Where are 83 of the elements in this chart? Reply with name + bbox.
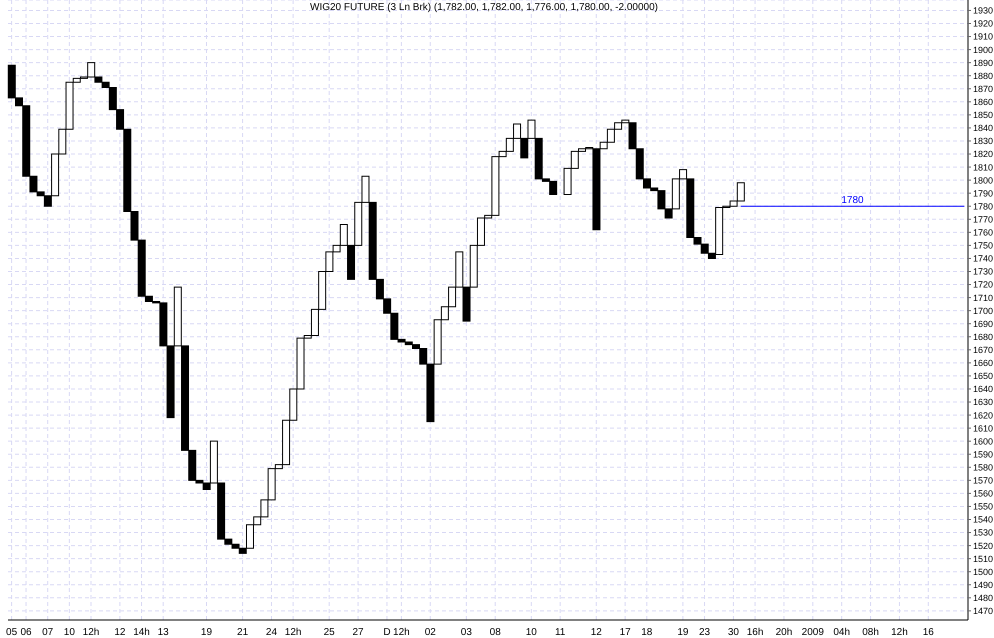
x-tick-label: 12h xyxy=(891,627,908,638)
x-tick-label: 02 xyxy=(424,627,436,638)
y-tick-label: 1830 xyxy=(973,136,994,146)
y-tick-label: 1790 xyxy=(973,188,994,198)
y-tick-label: 1600 xyxy=(973,436,994,446)
y-tick-label: 1670 xyxy=(973,345,994,356)
y-tick-label: 1590 xyxy=(973,449,994,460)
x-tick-label: 25 xyxy=(324,627,336,638)
y-tick-label: 1510 xyxy=(973,554,994,564)
x-tick-label: 23 xyxy=(698,627,711,638)
x-tick-label: 12h xyxy=(82,627,100,638)
y-tick-label: 1910 xyxy=(973,32,994,42)
y-tick-label: 1880 xyxy=(973,70,994,81)
y-tick-label: 1610 xyxy=(973,423,994,434)
x-tick-label: 16 xyxy=(922,627,934,638)
y-tick-label: 1620 xyxy=(973,410,994,420)
x-tick-label: 04h xyxy=(833,627,850,638)
x-tick-label: 19 xyxy=(200,627,212,638)
x-tick-label: 06 xyxy=(20,627,32,638)
y-tick-label: 1650 xyxy=(973,371,994,382)
x-tick-label: 12 xyxy=(114,627,126,638)
y-tick-label: 1480 xyxy=(973,593,994,604)
y-tick-label: 1810 xyxy=(973,162,994,172)
x-tick-label: 16h xyxy=(746,627,764,638)
y-tick-label: 1760 xyxy=(973,228,994,238)
x-tick-label: 12 xyxy=(590,627,602,638)
x-tick-label: 12h xyxy=(393,627,410,638)
x-tick-label: 13 xyxy=(158,627,170,638)
y-tick-label: 1520 xyxy=(973,540,994,551)
y-tick-label: 1900 xyxy=(973,44,994,55)
y-tick-label: 1710 xyxy=(973,292,994,303)
x-tick-label: 2009 xyxy=(802,627,824,638)
x-tick-label: 07 xyxy=(42,627,54,638)
x-tick-label: 27 xyxy=(352,627,364,638)
y-tick-label: 1930 xyxy=(973,6,994,16)
y-tick-label: 1920 xyxy=(973,18,994,29)
y-tick-label: 1490 xyxy=(973,580,994,590)
chart-title: WIG20 FUTURE (3 Ln Brk) (1,782.00, 1,782.00, 1,776.00, 1,780.00, -2.00000) xyxy=(309,2,659,14)
x-tick-label: 17 xyxy=(620,627,632,638)
y-tick-label: 1850 xyxy=(973,110,994,120)
x-tick-label: 03 xyxy=(460,627,472,638)
ref-line-label: 1780 xyxy=(841,195,864,206)
y-tick-label: 1840 xyxy=(973,123,994,134)
y-tick-label: 1580 xyxy=(973,462,994,472)
y-tick-label: 1770 xyxy=(973,214,994,224)
y-tick-label: 1860 xyxy=(973,97,994,108)
y-tick-label: 1750 xyxy=(973,240,994,251)
y-tick-label: 1870 xyxy=(973,84,994,94)
y-tick-label: 1680 xyxy=(973,332,994,342)
x-tick-label: 12h xyxy=(284,627,302,638)
x-tick-label: 10 xyxy=(526,627,538,638)
y-tick-label: 1720 xyxy=(973,280,994,290)
x-tick-label: 11 xyxy=(554,627,566,638)
x-tick-label: 14h xyxy=(133,627,150,638)
y-tick-label: 1630 xyxy=(973,397,994,408)
x-tick-label: 21 xyxy=(237,627,249,638)
y-tick-label: 1800 xyxy=(973,175,994,186)
y-tick-label: 1530 xyxy=(973,528,994,538)
y-tick-label: 1470 xyxy=(973,606,994,616)
y-tick-label: 1540 xyxy=(973,514,994,525)
y-tick-label: 1780 xyxy=(973,201,994,212)
x-tick-label: 10 xyxy=(64,627,76,638)
x-tick-label: 24 xyxy=(266,627,278,638)
y-tick-label: 1890 xyxy=(973,58,994,68)
y-tick-label: 1730 xyxy=(973,266,994,277)
x-tick-label: D xyxy=(383,627,391,638)
x-tick-label: 19 xyxy=(677,627,689,638)
y-tick-label: 1640 xyxy=(973,384,994,394)
x-tick-label: 20h xyxy=(776,627,792,638)
x-tick-label: 30 xyxy=(728,627,740,638)
x-tick-label: 08 xyxy=(490,627,502,638)
x-tick-label: 05 xyxy=(6,627,18,638)
y-tick-label: 1740 xyxy=(973,254,994,264)
y-tick-label: 1700 xyxy=(973,306,994,316)
y-tick-label: 1570 xyxy=(973,476,994,486)
y-tick-label: 1500 xyxy=(973,566,994,577)
y-tick-label: 1690 xyxy=(973,318,994,329)
y-tick-label: 1820 xyxy=(973,149,994,160)
y-tick-label: 1560 xyxy=(973,488,994,499)
x-tick-label: 18 xyxy=(641,627,653,638)
y-tick-label: 1550 xyxy=(973,502,994,512)
x-tick-label: 08h xyxy=(862,627,879,638)
y-tick-label: 1660 xyxy=(973,358,994,368)
